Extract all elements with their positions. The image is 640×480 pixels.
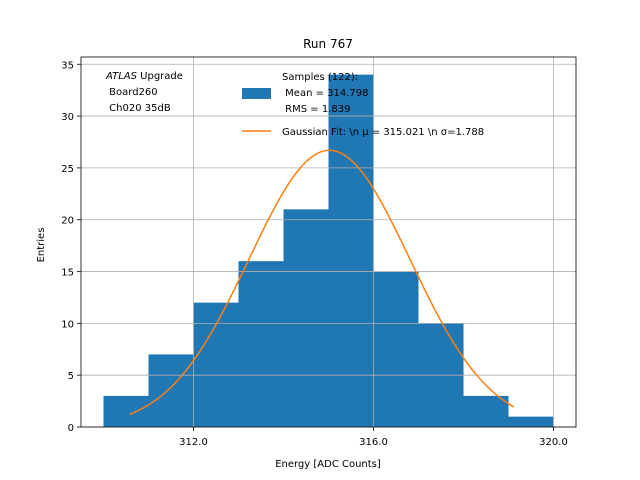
atlas-annotation: ATLAS Upgrade Board260 Ch020 35dB	[105, 71, 183, 114]
histogram-bar-2	[193, 302, 239, 427]
histogram-bar-6	[373, 271, 419, 427]
y-tick-label-0: 0	[68, 423, 74, 434]
y-tick-label-1: 5	[68, 371, 74, 382]
legend-hist-swatch	[242, 88, 271, 99]
x-tick-label-2: 320.0	[539, 437, 568, 448]
legend-fit-label: Gaussian Fit: \n μ = 315.021 \n σ=1.788	[282, 127, 484, 138]
annotation-line-3: Ch020 35dB	[106, 103, 171, 114]
y-axis-label: Entries	[36, 228, 47, 263]
histogram-bar-4	[283, 209, 329, 427]
histogram-bar-8	[463, 395, 509, 427]
legend-hist-line-2: Mean = 314.798	[282, 88, 369, 99]
y-tick-label-4: 20	[61, 216, 74, 227]
y-tick-label-2: 10	[61, 319, 74, 330]
legend-hist-line-3: RMS = 1.839	[282, 104, 350, 115]
histogram-bar-1	[148, 354, 194, 427]
x-tick-label-0: 312.0	[179, 437, 208, 448]
legend-hist-line-1: Samples (122):	[282, 72, 358, 83]
histogram-bar-5	[328, 74, 374, 427]
y-tick-label-7: 35	[61, 60, 74, 71]
histogram-bar-9	[508, 416, 554, 427]
x-axis-label: Energy [ADC Counts]	[275, 459, 381, 470]
legend: Samples (122): Mean = 314.798 RMS = 1.83…	[242, 72, 484, 138]
annotation-line-1: ATLAS Upgrade	[105, 71, 183, 82]
y-tick-label-3: 15	[61, 268, 74, 279]
histogram-bars	[103, 74, 554, 427]
x-tick-label-1: 316.0	[359, 437, 388, 448]
y-tick-label-5: 25	[61, 164, 74, 175]
chart-title: Run 767	[303, 37, 353, 51]
histogram-bar-0	[103, 395, 149, 427]
x-axis-ticks: 312.0 316.0 320.0	[179, 427, 568, 448]
histogram-bar-3	[238, 261, 284, 427]
plot-frame	[80, 56, 577, 428]
annotation-line-2: Board260	[106, 87, 158, 98]
y-axis-ticks: 0 5 10 15 20 25 30 35	[61, 60, 81, 434]
gaussian-fit-curve	[129, 149, 515, 416]
y-tick-label-6: 30	[61, 112, 74, 123]
